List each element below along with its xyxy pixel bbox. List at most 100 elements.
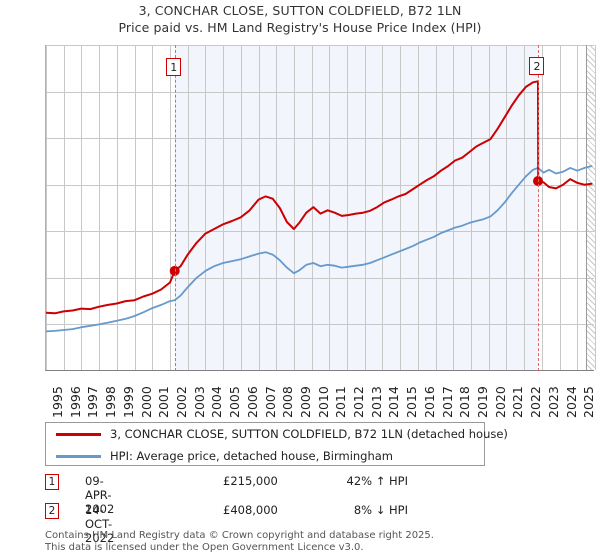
transaction-price-2: £408,000 [223,503,278,517]
grid-line-horizontal [46,91,594,93]
grid-line-vertical [471,45,473,370]
grid-line-vertical [417,45,419,370]
page-subtitle: Price paid vs. HM Land Registry's House … [118,20,482,35]
x-tick-label: 2012 [351,386,367,418]
transaction-number-2: 2 [45,503,59,519]
grid-line-vertical [205,45,207,370]
grid-line-vertical [435,45,437,370]
price-series-svg [46,80,593,333]
x-tick-label: 2009 [297,386,313,418]
grid-line-vertical [382,45,384,370]
grid-line-horizontal [46,277,594,279]
grid-line-vertical [81,45,83,370]
event-dashed-line [174,45,176,371]
event-dashed-line [537,45,539,371]
x-tick-label: 1999 [120,386,136,418]
x-tick-label: 2021 [510,386,526,418]
x-tick-label: 1996 [67,386,83,418]
x-tick-label: 2005 [227,386,243,418]
x-tick-label: 2010 [315,386,331,418]
grid-line-vertical [152,45,154,370]
x-tick-label: 2003 [191,386,207,418]
legend-swatch-price-paid [56,432,101,436]
x-tick-label: 2000 [138,386,154,418]
x-tick-label: 2018 [457,386,473,418]
grid-line-vertical [134,45,136,370]
grid-line-vertical [400,45,402,370]
sale-point-marker [169,265,180,276]
transaction-price-1: £215,000 [223,474,278,488]
ownership-period-band [174,45,538,370]
transaction-hpi-2: 8% ↓ HPI [353,503,408,517]
grid-line-vertical [240,45,242,370]
chart-plot-area [45,45,596,371]
legend-label-hpi: HPI: Average price, detached house, Birm… [110,449,394,463]
footer-line-2: This data is licensed under the Open Gov… [45,541,364,553]
x-tick-label: 2017 [439,386,455,418]
transaction-date-1: 09-APR-2002 [85,474,115,516]
grid-line-vertical [46,45,47,370]
hpi-line [46,165,593,333]
grid-line-vertical [595,45,596,370]
grid-line-vertical [364,45,366,370]
price-paid-line [46,80,593,315]
x-tick-label: 1997 [85,386,101,418]
x-tick-label: 2001 [156,386,172,418]
transaction-hpi-1: 42% ↑ HPI [346,474,408,488]
grid-line-horizontal [46,45,594,46]
grid-line-vertical [63,45,65,370]
grid-line-vertical [329,45,331,370]
x-tick-label: 2004 [209,386,225,418]
grid-line-vertical [453,45,455,370]
transaction-number-1: 1 [45,474,59,490]
x-tick-label: 2015 [404,386,420,418]
x-tick-label: 2013 [368,386,384,418]
x-tick-label: 1995 [50,386,65,418]
event-number-box-1[interactable]: 1 [166,58,182,76]
grid-line-vertical [559,45,561,370]
grid-line-vertical [276,45,278,370]
chart-legend: 3, CONCHAR CLOSE, SUTTON COLDFIELD, B72 … [45,422,508,467]
footer-attribution: Contains HM Land Registry data © Crown c… [45,530,585,553]
x-tick-label: 2024 [563,386,579,418]
legend-label-price-paid: 3, CONCHAR CLOSE, SUTTON COLDFIELD, B72 … [110,427,508,441]
grid-line-horizontal [46,324,594,326]
legend-item-price-paid: 3, CONCHAR CLOSE, SUTTON COLDFIELD, B72 … [46,423,508,445]
grid-line-horizontal [46,231,594,233]
legend-swatch-hpi [56,454,101,458]
x-tick-label: 2022 [528,386,544,418]
transaction-date-2: 14-OCT-2022 [85,503,115,545]
x-tick-label: 2006 [244,386,260,418]
x-tick-label: 2023 [545,386,561,418]
grid-line-vertical [99,45,101,370]
grid-line-vertical [577,45,579,370]
grid-line-horizontal [46,184,594,186]
grid-line-vertical [506,45,508,370]
x-tick-label: 2014 [386,386,402,418]
x-tick-label: 2019 [475,386,491,418]
future-projection-zone [586,45,595,370]
grid-line-vertical [347,45,349,370]
page-title: 3, CONCHAR CLOSE, SUTTON COLDFIELD, B72 … [138,3,462,18]
grid-line-vertical [488,45,490,370]
grid-line-vertical [169,45,171,370]
x-tick-label: 2025 [581,386,597,418]
x-tick-label: 2008 [280,386,296,418]
grid-line-vertical [524,45,526,370]
x-tick-label: 2016 [421,386,437,418]
grid-line-vertical [187,45,189,370]
grid-line-horizontal [46,138,594,140]
x-tick-label: 2020 [492,386,508,418]
grid-line-vertical [541,45,543,370]
sale-markers [169,176,543,276]
grid-line-vertical [223,45,225,370]
grid-line-vertical [293,45,295,370]
event-number-box-2[interactable]: 2 [529,57,545,75]
grid-line-vertical [116,45,118,370]
x-tick-label: 1998 [103,386,119,418]
x-tick-label: 2011 [333,386,349,418]
x-axis-labels: 1995 1996 1997 1998 1999 2000 2001 2002 2003 2004… [0,376,600,421]
legend-item-hpi: HPI: Average price, detached house, Birm… [46,445,484,467]
footer-line-1: Contains HM Land Registry data © Crown c… [45,530,434,541]
